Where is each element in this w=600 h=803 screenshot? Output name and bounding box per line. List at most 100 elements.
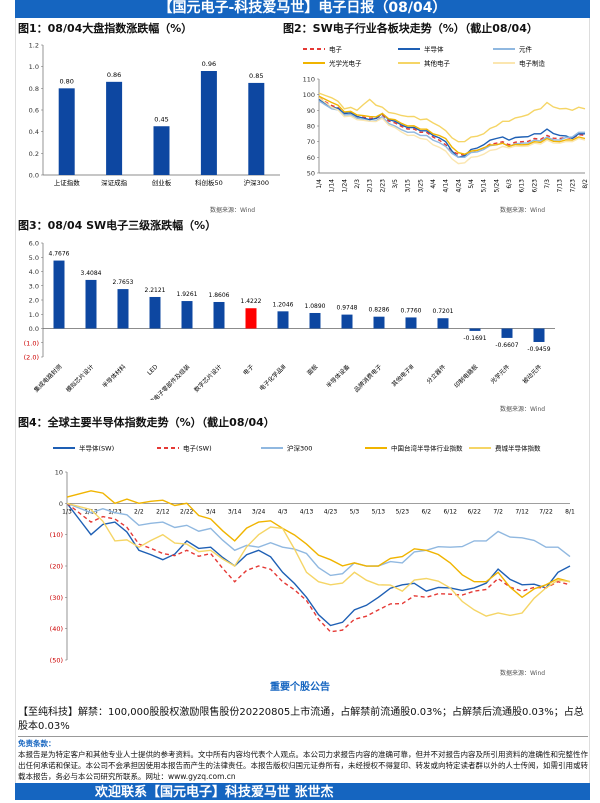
y-tick-label: 0.6	[29, 107, 39, 115]
y-tick-label: 10	[55, 469, 63, 477]
series-line	[318, 100, 585, 158]
report-header: 【国元电子-科技爱马世】电子日报（08/04）	[15, 0, 590, 18]
bar	[245, 308, 257, 329]
x-tick-label: 8/1	[565, 508, 575, 515]
data-label: 2.7653	[113, 279, 134, 286]
x-tick-label: 3/25	[417, 179, 424, 193]
y-tick-label: 1.0	[29, 63, 39, 71]
x-tick-label: 4/3	[278, 508, 288, 515]
y-tick-label: (10)	[50, 531, 63, 539]
series-line	[66, 502, 571, 577]
footer-bar: 欢迎联系【国元电子】科技爱马世 张世杰	[15, 783, 590, 800]
bar	[533, 328, 545, 342]
y-tick-label: (2.0)	[24, 354, 39, 362]
fig2-title: 图2：SW电子行业各板块走势（%）（截止08/04）	[283, 22, 538, 35]
bar	[341, 314, 353, 329]
data-label: -0.1691	[463, 335, 486, 342]
x-tick-label: 1/24	[341, 179, 348, 193]
x-tick-label: 创业板	[152, 178, 172, 187]
bar	[153, 126, 170, 175]
x-tick-label: 7/23	[569, 179, 576, 193]
x-tick-label: 8/2	[582, 179, 589, 189]
fig4-title: 图4：全球主要半导体指数走势（%）（截止08/04）	[18, 416, 275, 429]
data-label: 0.8286	[369, 307, 390, 314]
x-tick-label: 集成电路封测	[32, 363, 63, 394]
x-tick-label: 2/22	[180, 508, 194, 515]
bar	[248, 82, 265, 175]
x-tick-label: 面板	[305, 363, 319, 377]
x-tick-label: 半导体设备	[325, 363, 352, 390]
data-label: 1.2046	[273, 301, 294, 308]
y-tick-label: 50	[307, 170, 315, 178]
x-tick-label: 2/23	[379, 179, 386, 193]
x-tick-label: 4/24	[455, 179, 462, 193]
data-label: 1.8606	[209, 292, 230, 299]
series-line	[66, 490, 571, 599]
x-tick-label: 6/23	[531, 179, 538, 193]
y-tick-label: 0.2	[29, 150, 39, 158]
legend-label: 光学光电子	[329, 59, 362, 68]
x-tick-label: 半导体材料	[101, 363, 128, 390]
x-tick-label: 1/4	[316, 179, 323, 189]
data-label: 0.45	[154, 115, 168, 123]
bar	[117, 289, 129, 329]
y-tick-label: 80	[307, 123, 315, 131]
series-line	[318, 98, 585, 159]
data-label: 4.7676	[49, 251, 70, 258]
x-tick-label: 7/22	[539, 508, 553, 515]
series-line	[318, 97, 586, 156]
x-tick-label: 4/4	[430, 179, 437, 189]
announcement-item: 【至纯科技】解禁：100,000股股权激励限售股份20220805上市流通，占解…	[18, 706, 588, 737]
disclaimer-text: 本报告是为特定客户和其他专业人士提供的参考资料。文中所有内容均代表个人观点。本公…	[18, 750, 588, 781]
y-tick-label: 0.0	[29, 172, 39, 180]
y-tick-label: 0.8	[29, 85, 39, 93]
y-tick-label: (1.0)	[24, 339, 39, 347]
data-label: 0.7760	[401, 307, 422, 314]
bar	[53, 260, 65, 329]
legend-label: 电子制造	[519, 59, 546, 68]
x-tick-label: 1/13	[84, 508, 98, 515]
y-tick-label: 5.0	[29, 254, 39, 262]
y-tick-label: 0.4	[29, 128, 39, 136]
x-tick-label: 分立器件	[425, 363, 448, 386]
fig2-source: 数据来源：Wind	[500, 207, 546, 214]
x-tick-label: 4/13	[300, 508, 314, 515]
x-tick-label: 深证成指	[101, 178, 128, 187]
x-tick-label: 1/23	[108, 508, 122, 515]
legend-label: 沪深300	[287, 444, 312, 453]
fig4-source: 数据来源：Wind	[500, 670, 546, 677]
x-tick-label: 6/3	[506, 179, 513, 189]
y-tick-label: 110	[303, 76, 315, 84]
legend-label: 电子(SW)	[183, 444, 212, 453]
y-tick-label: 4.0	[29, 268, 39, 276]
y-tick-label: (50)	[50, 657, 63, 665]
data-label: 1.4222	[241, 298, 262, 305]
bar	[149, 296, 161, 329]
x-tick-label: 其他电子Ⅲ	[390, 363, 416, 389]
y-tick-label: 1.0	[29, 311, 39, 319]
bar	[200, 71, 217, 175]
data-label: 0.9748	[337, 305, 358, 312]
series-line	[66, 502, 571, 627]
bar	[181, 301, 193, 329]
y-tick-label: 90	[307, 107, 315, 115]
bar	[277, 311, 289, 329]
x-tick-label: 6/13	[519, 179, 526, 193]
data-label: 3.4084	[81, 270, 102, 277]
y-tick-label: 0	[59, 500, 63, 508]
data-label: 0.85	[249, 72, 263, 80]
bar	[469, 328, 481, 331]
y-tick-label: 60	[307, 154, 315, 162]
x-tick-label: 印制电路板	[453, 363, 480, 390]
bar	[85, 279, 97, 329]
x-tick-label: 5/4	[468, 179, 475, 189]
fig4-chart: 半导体(SW) 电子(SW) 沪深300 中国台湾半导体行业指数 费城半导体指数 (50)…	[50, 444, 575, 665]
x-tick-label: 上证指数	[54, 178, 81, 187]
bar	[58, 88, 75, 175]
y-tick-label: 2.0	[29, 297, 39, 305]
legend-label: 元件	[519, 45, 533, 54]
x-tick-label: 6/22	[467, 508, 481, 515]
bar	[213, 301, 225, 329]
data-label: 0.96	[202, 60, 216, 68]
